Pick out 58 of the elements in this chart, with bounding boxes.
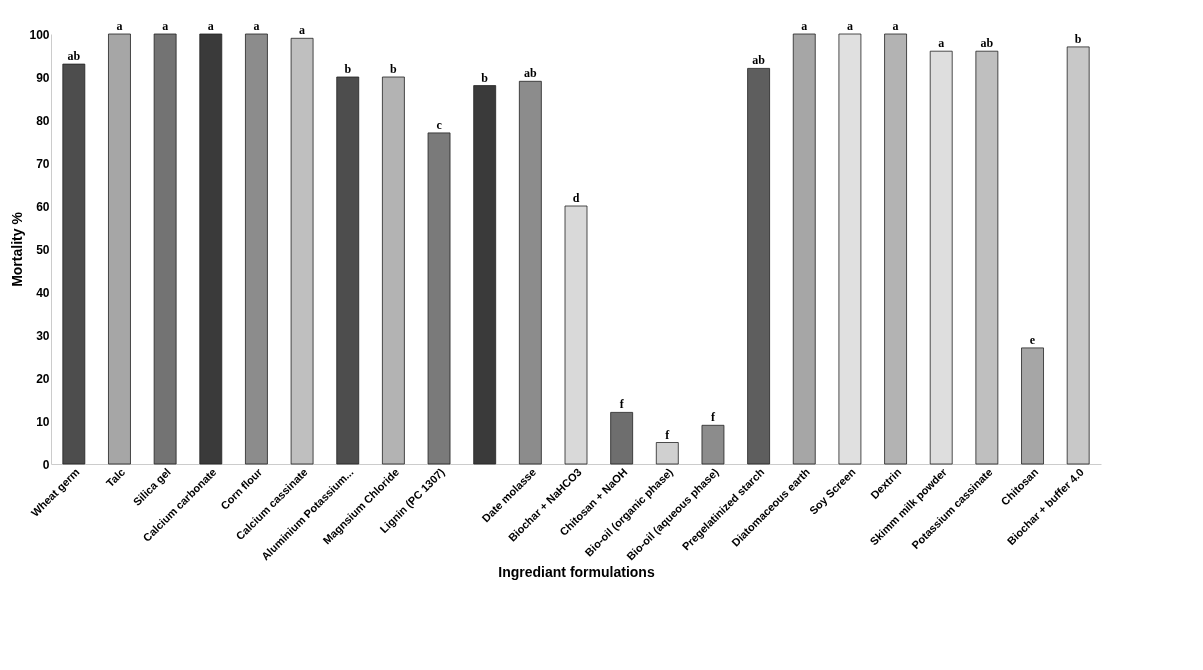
bar xyxy=(199,33,223,465)
data-label: ab xyxy=(524,66,537,81)
bar xyxy=(564,205,588,465)
bar xyxy=(792,33,816,465)
y-tick-label: 40 xyxy=(36,285,50,300)
y-tick-label: 80 xyxy=(36,113,50,128)
data-label: e xyxy=(1029,332,1036,347)
bar xyxy=(108,33,131,465)
bar xyxy=(884,33,907,465)
bar xyxy=(929,50,953,465)
bar xyxy=(1021,347,1044,465)
y-tick-label: 50 xyxy=(36,242,50,257)
data-label: b xyxy=(1074,31,1082,46)
bar xyxy=(838,33,862,465)
bar xyxy=(701,424,725,465)
data-label: f xyxy=(619,397,625,412)
bar xyxy=(610,412,634,465)
data-label: d xyxy=(572,191,580,205)
data-label: a xyxy=(299,23,306,38)
data-label: a xyxy=(162,19,169,33)
y-tick-label: 70 xyxy=(36,156,50,171)
bar xyxy=(381,76,405,465)
x-axis-title: Ingrediant formulations xyxy=(498,564,655,581)
bar xyxy=(336,76,360,465)
bar xyxy=(245,33,268,465)
data-label: c xyxy=(436,117,443,132)
data-label: ab xyxy=(752,53,766,68)
y-tick-label: 60 xyxy=(36,199,50,214)
data-label: b xyxy=(481,70,489,85)
bar xyxy=(62,63,86,465)
y-tick-label: 90 xyxy=(36,70,50,85)
data-label: f xyxy=(710,410,716,425)
data-label: a xyxy=(116,19,123,33)
data-label: ab xyxy=(980,36,994,51)
bar xyxy=(427,132,451,465)
data-label: b xyxy=(344,62,352,76)
x-tick-label: Talc xyxy=(103,465,128,490)
data-label: a xyxy=(253,19,260,33)
bar xyxy=(747,68,771,465)
data-label: f xyxy=(665,427,671,442)
bar xyxy=(153,33,177,465)
data-label: b xyxy=(390,62,398,76)
bar xyxy=(290,37,314,465)
bar xyxy=(473,85,497,465)
y-tick-label: 0 xyxy=(42,457,50,472)
bar xyxy=(975,50,999,465)
data-label: a xyxy=(207,19,214,33)
y-tick-label: 100 xyxy=(29,27,50,42)
y-tick-label: 30 xyxy=(36,328,50,343)
data-label: a xyxy=(892,19,899,33)
data-label: ab xyxy=(67,49,81,64)
y-tick-label: 10 xyxy=(36,414,50,429)
y-tick-label: 20 xyxy=(36,371,50,386)
data-label: a xyxy=(938,36,945,51)
bar xyxy=(518,80,542,465)
data-label: a xyxy=(846,19,853,33)
y-axis-title: Mortality % xyxy=(9,211,26,287)
data-label: a xyxy=(801,19,808,33)
